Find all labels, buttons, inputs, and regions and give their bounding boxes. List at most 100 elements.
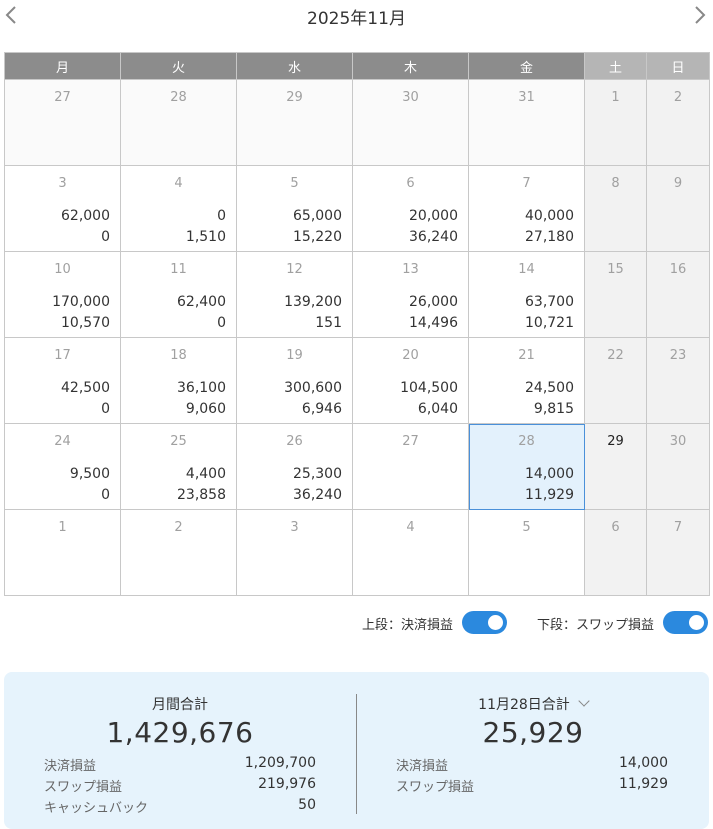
calendar-day-cell[interactable]: 6 20,000 36,240 — [352, 165, 469, 252]
calendar-day-cell[interactable]: 3 62,000 0 — [4, 165, 121, 252]
chevron-right-icon[interactable] — [689, 4, 709, 26]
calendar-day-cell[interactable]: 11 62,400 0 — [120, 251, 237, 338]
day-number: 18 — [170, 348, 187, 363]
calendar-day-cell[interactable]: 12 139,200 151 — [236, 251, 353, 338]
calendar-day-cell[interactable]: 28 — [120, 79, 237, 166]
calendar-week-row: 17 42,500 0 18 36,100 9,060 19 300,600 6,946 20 10… — [4, 337, 710, 424]
upper-settlement-toggle[interactable] — [462, 611, 507, 634]
day-values: 14,000 11,929 — [525, 464, 574, 506]
swap-pl-value: 9,060 — [185, 401, 226, 417]
calendar-day-cell[interactable]: 19 300,600 6,946 — [236, 337, 353, 424]
calendar-day-cell[interactable]: 27 — [352, 423, 469, 510]
settlement-pl-value: 26,000 — [409, 294, 458, 310]
calendar-day-cell[interactable]: 14 63,700 10,721 — [468, 251, 585, 338]
monthly-row-value: 1,209,700 — [244, 755, 316, 771]
day-values: 40,000 27,180 — [525, 206, 574, 248]
calendar-day-cell[interactable]: 21 24,500 9,815 — [468, 337, 585, 424]
calendar-day-cell[interactable]: 5 — [468, 509, 585, 596]
calendar-day-cell[interactable]: 18 36,100 9,060 — [120, 337, 237, 424]
day-values: 63,700 10,721 — [525, 292, 574, 334]
calendar-day-cell[interactable]: 25 4,400 23,858 — [120, 423, 237, 510]
calendar-day-cell[interactable]: 26 25,300 36,240 — [236, 423, 353, 510]
calendar-day-cell[interactable]: 30 — [646, 423, 710, 510]
daily-total-value: 25,929 — [482, 716, 584, 749]
calendar-day-cell[interactable]: 28 14,000 11,929 — [468, 423, 585, 510]
daily-row-value: 11,929 — [619, 776, 668, 792]
day-number: 27 — [402, 434, 419, 449]
swap-pl-value: 27,180 — [525, 229, 574, 245]
calendar-day-cell[interactable]: 29 — [236, 79, 353, 166]
settlement-pl-value: 9,500 — [69, 466, 110, 482]
day-number: 29 — [286, 90, 303, 105]
swap-pl-value: 1,510 — [185, 229, 226, 245]
swap-pl-value: 10,570 — [61, 315, 110, 331]
swap-pl-value: 9,815 — [533, 401, 574, 417]
calendar-day-cell[interactable]: 16 — [646, 251, 710, 338]
calendar-day-cell[interactable]: 4 — [352, 509, 469, 596]
swap-pl-value: 0 — [217, 315, 226, 331]
calendar-day-cell[interactable]: 22 — [584, 337, 647, 424]
settlement-pl-value: 62,400 — [177, 294, 226, 310]
day-number: 4 — [406, 520, 415, 535]
calendar-day-cell[interactable]: 24 9,500 0 — [4, 423, 121, 510]
day-number: 14 — [518, 262, 535, 277]
day-values: 104,500 6,040 — [400, 378, 458, 420]
calendar-day-cell[interactable]: 2 — [120, 509, 237, 596]
daily-total-title: 11月28日合計 — [478, 697, 570, 713]
calendar-day-cell[interactable]: 1 — [584, 79, 647, 166]
calendar-day-cell[interactable]: 10 170,000 10,570 — [4, 251, 121, 338]
calendar-day-cell[interactable]: 5 65,000 15,220 — [236, 165, 353, 252]
weekday-header: 日 — [646, 52, 710, 80]
calendar-day-cell[interactable]: 7 — [646, 509, 710, 596]
settlement-pl-value: 25,300 — [293, 466, 342, 482]
calendar-day-cell[interactable]: 17 42,500 0 — [4, 337, 121, 424]
monthly-row-value: 50 — [298, 797, 316, 813]
weekday-header: 火 — [120, 52, 237, 80]
day-number: 6 — [406, 176, 415, 191]
calendar-day-cell[interactable]: 23 — [646, 337, 710, 424]
day-number: 5 — [290, 176, 299, 191]
settlement-pl-value: 65,000 — [293, 208, 342, 224]
day-values: 62,400 0 — [177, 292, 226, 334]
calendar-day-cell[interactable]: 29 — [584, 423, 647, 510]
day-values: 26,000 14,496 — [409, 292, 458, 334]
calendar-day-cell[interactable]: 6 — [584, 509, 647, 596]
settlement-pl-value: 63,700 — [525, 294, 574, 310]
day-values: 62,000 0 — [61, 206, 110, 248]
lower-swap-toggle[interactable] — [663, 611, 708, 634]
calendar-day-cell[interactable]: 27 — [4, 79, 121, 166]
calendar-day-cell[interactable]: 15 — [584, 251, 647, 338]
day-number: 6 — [611, 520, 620, 535]
calendar-day-cell[interactable]: 31 — [468, 79, 585, 166]
calendar-day-cell[interactable]: 4 0 1,510 — [120, 165, 237, 252]
calendar-day-cell[interactable]: 7 40,000 27,180 — [468, 165, 585, 252]
settlement-pl-value: 4,400 — [185, 466, 226, 482]
settlement-pl-value: 14,000 — [525, 466, 574, 482]
calendar-day-cell[interactable]: 9 — [646, 165, 710, 252]
calendar-header: 2025年11月 — [0, 0, 713, 32]
calendar-day-cell[interactable]: 1 — [4, 509, 121, 596]
calendar-day-cell[interactable]: 20 104,500 6,040 — [352, 337, 469, 424]
calendar-day-cell[interactable]: 30 — [352, 79, 469, 166]
calendar-day-cell[interactable]: 8 — [584, 165, 647, 252]
calendar-day-cell[interactable]: 13 26,000 14,496 — [352, 251, 469, 338]
chevron-down-icon[interactable] — [578, 695, 590, 707]
day-number: 13 — [402, 262, 419, 277]
chevron-left-icon[interactable] — [2, 4, 22, 26]
weekday-header: 木 — [352, 52, 469, 80]
day-number: 22 — [607, 348, 624, 363]
day-number: 19 — [286, 348, 303, 363]
monthly-row-value: 219,976 — [258, 776, 316, 792]
swap-pl-value: 36,240 — [293, 487, 342, 503]
calendar-day-cell[interactable]: 3 — [236, 509, 353, 596]
day-number: 10 — [54, 262, 71, 277]
swap-pl-value: 0 — [101, 487, 110, 503]
display-toggles: 上段：決済損益 下段：スワップ損益 — [0, 610, 713, 636]
daily-row-label: スワップ損益 — [396, 780, 475, 795]
daily-total-selector[interactable]: 11月28日合計 — [357, 694, 709, 714]
day-number: 7 — [673, 520, 683, 535]
daily-row-label: 決済損益 — [396, 759, 449, 774]
daily-row-value: 14,000 — [619, 755, 668, 771]
day-values: 24,500 9,815 — [525, 378, 574, 420]
calendar-day-cell[interactable]: 2 — [646, 79, 710, 166]
